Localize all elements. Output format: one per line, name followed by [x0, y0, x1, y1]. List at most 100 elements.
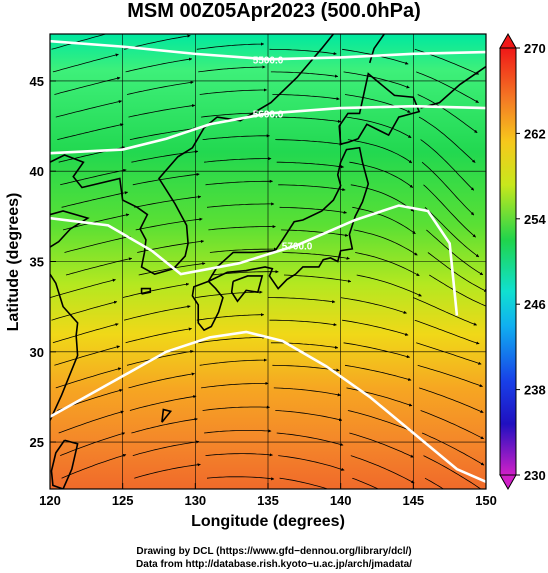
colorbar-tick-label: 270 [524, 41, 546, 56]
coastline-segment [50, 439, 79, 489]
streamline [128, 372, 195, 389]
streamline [270, 342, 339, 349]
streamlines [50, 34, 486, 489]
streamline [128, 104, 196, 118]
streamline [268, 297, 336, 304]
streamline [279, 206, 347, 214]
streamline [421, 432, 485, 466]
streamline [355, 252, 420, 277]
credit-data: Data from http://database.rish.kyoto−u.a… [136, 559, 412, 570]
y-tick-label: 35 [30, 255, 44, 270]
streamline [416, 71, 479, 103]
streamline [418, 116, 476, 163]
x-axis-label: Longitude (degrees) [191, 513, 345, 530]
height-contour [50, 39, 486, 61]
streamline [129, 395, 197, 411]
y-tick-label: 25 [30, 435, 44, 450]
x-tick-label: 150 [475, 493, 497, 508]
streamline [349, 432, 414, 458]
streamline [195, 290, 263, 298]
streamline [349, 161, 414, 188]
streamline [51, 34, 108, 50]
streamline [198, 65, 266, 73]
streamline [131, 417, 198, 434]
streamline [209, 247, 278, 253]
streamline [273, 387, 341, 397]
streamline [52, 323, 119, 344]
streamline [340, 297, 407, 314]
streamline [344, 94, 411, 113]
y-tick-label: 45 [30, 74, 44, 89]
streamline [63, 213, 130, 231]
streamline [201, 381, 269, 389]
streamline [276, 432, 344, 446]
streamline [420, 410, 484, 440]
streamline [135, 217, 203, 231]
contour-label: 5700.0 [282, 241, 313, 252]
streamline [275, 410, 343, 422]
streamline [272, 94, 340, 101]
streamline [283, 274, 352, 283]
streamline [414, 319, 480, 345]
coastline-segment [420, 65, 486, 109]
streamline [417, 364, 483, 388]
streamline [423, 184, 476, 238]
streamline [350, 455, 415, 484]
streamline [50, 278, 116, 298]
streamline [134, 463, 201, 479]
x-tick-label: 120 [39, 493, 61, 508]
colorbar-tick-label: 254 [524, 212, 546, 227]
streamline [125, 57, 193, 73]
height-contour [50, 330, 486, 483]
streamline [352, 477, 380, 489]
streamline [199, 358, 268, 366]
streamline [269, 48, 337, 56]
streamline [211, 270, 279, 276]
streamline [273, 116, 342, 123]
streamline [269, 319, 337, 327]
streamline [418, 387, 484, 413]
streamline [58, 410, 124, 434]
x-tick-label: 130 [184, 493, 206, 508]
coastline-segment [50, 154, 174, 275]
y-axis-label: Latitude (degrees) [5, 192, 22, 332]
y-tick-label: 30 [30, 345, 44, 360]
streamline [346, 116, 412, 139]
streamline [52, 53, 119, 73]
streamline [346, 387, 413, 407]
streamline [131, 150, 199, 163]
coastline-segment [140, 287, 152, 295]
streamline [279, 477, 329, 489]
streamline [54, 76, 121, 95]
streamline [205, 453, 273, 457]
streamline [65, 257, 133, 276]
streamline [126, 349, 194, 366]
streamline [61, 191, 129, 208]
streamline [206, 202, 275, 208]
streamline [129, 127, 197, 140]
x-tick-label: 140 [330, 493, 352, 508]
streamline [423, 455, 485, 489]
streamline [57, 123, 124, 140]
contour-label: 5500.0 [253, 55, 284, 66]
y-tick-label: 40 [30, 164, 44, 179]
streamline [196, 313, 265, 321]
colorbar: 270 262 254 246 238 230 [499, 32, 546, 491]
streamline [344, 364, 412, 381]
chart-title: MSM 00Z05Apr2023 (500.0hPa) [127, 0, 421, 22]
streamline [270, 71, 339, 78]
streamline [424, 477, 445, 489]
coastline-segment [368, 34, 385, 64]
streamline [417, 94, 478, 134]
height-contour [50, 104, 486, 155]
streamline [427, 252, 486, 292]
streamline [122, 282, 190, 298]
streamline [198, 335, 266, 344]
streamline [347, 139, 413, 164]
streamline [356, 274, 422, 297]
colorbar-tick-label: 230 [524, 468, 546, 483]
colorbar-tick-label: 262 [524, 126, 546, 141]
streamline [343, 342, 411, 359]
colorbar-bottom-arrow [499, 474, 517, 491]
streamline [202, 405, 270, 411]
